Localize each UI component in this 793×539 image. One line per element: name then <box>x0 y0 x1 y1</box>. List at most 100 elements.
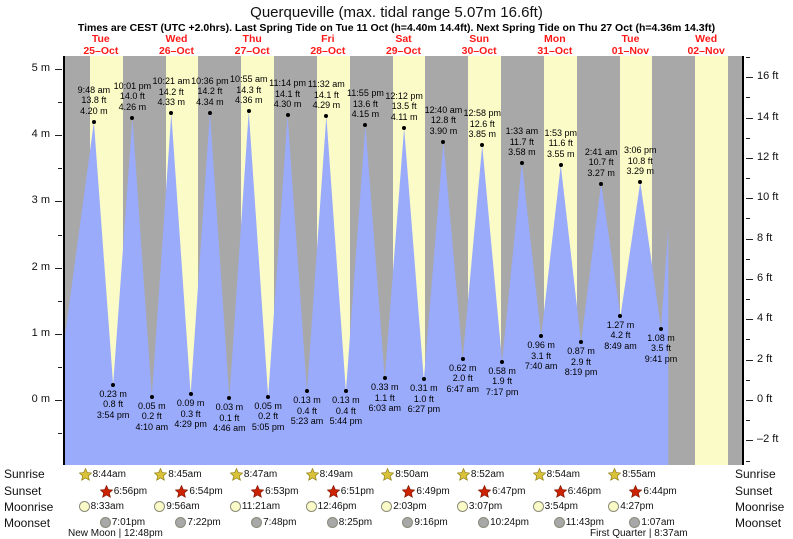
low-tide-marker-3 <box>227 396 232 400</box>
star-icon <box>629 485 643 498</box>
moonrise-time: 2:03pm <box>393 501 427 512</box>
tide-label-line-1: 1.0 ft <box>413 393 434 404</box>
low-tide-label-6: 0.13 m 0.4 ft 5:44 pm <box>315 395 377 427</box>
y-axis-tick-ft-16 <box>746 77 753 79</box>
tide-label-line-1: 12.8 ft <box>430 115 456 126</box>
moonrise-icon <box>229 501 241 512</box>
moonset-icon <box>553 517 565 528</box>
tide-label-line-1: 3.5 ft <box>651 343 672 353</box>
y-axis-minor-tick <box>746 178 750 180</box>
high-tide-label-0: 9:48 am 13.8 ft 4.20 m <box>63 85 125 117</box>
tide-label-line-0: 12:40 am <box>424 104 463 115</box>
moonrise-icon <box>456 501 468 512</box>
day-name: Thu <box>242 33 262 45</box>
day-header-7: Tue 01–Nov <box>593 33 669 57</box>
moon-phase-separator: | <box>115 528 124 539</box>
tide-label-line-1: 4.2 ft <box>610 330 631 341</box>
y-axis-label-ft-12: 12 ft <box>757 150 779 163</box>
tide-label-line-0: 0.09 m <box>176 398 205 409</box>
y-axis-tick-m-5 <box>55 69 62 70</box>
tide-label-line-0: 12:12 pm <box>385 90 423 101</box>
row-label-sunset-left: Sunset <box>4 484 42 498</box>
moon-phase-time: 8:37am <box>654 528 688 539</box>
sunset-time: 6:51pm <box>340 486 375 497</box>
tide-label-line-2: 6:27 pm <box>407 404 441 415</box>
moonrise-icon <box>78 501 90 512</box>
sunset-item-2: 6:53pm <box>251 485 298 498</box>
y-axis-minor-tick <box>746 379 750 381</box>
high-tide-label-6: 11:32 am 14.1 ft 4.29 m <box>295 79 357 111</box>
y-axis-tick-m-3 <box>55 201 62 203</box>
y-axis-label-m-1: 1 m <box>31 326 50 339</box>
tide-plot: 9:48 am 13.8 ft 4.20 m 10:01 pm 14.0 ft 4.26 … <box>63 56 744 465</box>
y-axis-tick-m-2 <box>55 267 62 269</box>
sunrise-item-2: 8:47am <box>229 468 277 481</box>
high-tide-label-11: 1:33 am 11.7 ft 3.58 m <box>491 126 553 158</box>
tide-label-line-1: 11.6 ft <box>548 138 573 149</box>
tide-label-line-0: 0.23 m <box>99 388 127 399</box>
moonset-item-2: 7:48pm <box>251 517 296 528</box>
moonrise-time: 3:07pm <box>468 501 503 512</box>
y-axis-label-ft-10: 10 ft <box>757 191 779 204</box>
tide-label-line-0: 0.33 m <box>370 382 399 393</box>
y-axis-tick-ft-2 <box>746 359 753 361</box>
moonrise-item-2: 11:21am <box>229 501 280 512</box>
high-tide-marker-10 <box>480 143 485 148</box>
star-icon <box>305 468 319 481</box>
low-tide-marker-8 <box>421 377 426 382</box>
sunset-time: 6:53pm <box>265 486 299 497</box>
tide-label-line-1: 14.0 ft <box>119 91 145 102</box>
sunset-time: 6:49pm <box>416 486 450 497</box>
day-date: 01–Nov <box>611 45 650 57</box>
tide-curve <box>63 111 669 465</box>
moonrise-item-6: 3:54pm <box>532 501 578 512</box>
moonrise-item-3: 12:46pm <box>305 501 356 512</box>
moonset-time: 7:01pm <box>111 517 146 528</box>
tide-label-line-0: 0.13 m <box>293 395 321 406</box>
day-name: Mon <box>544 33 566 45</box>
low-tide-label-14: 1.08 m 3.5 ft 9:41 pm <box>630 333 692 365</box>
tide-label-line-1: 14.1 ft <box>275 88 301 99</box>
moonset-icon <box>402 517 414 528</box>
tide-label-line-0: 0.03 m <box>215 402 244 412</box>
moonrise-icon <box>608 501 620 512</box>
y-axis-tick-ft--2 <box>746 440 753 442</box>
y-axis-minor-tick <box>746 137 750 139</box>
tide-label-line-0: 0.96 m <box>527 340 555 351</box>
sunset-item-5: 6:47pm <box>478 485 525 498</box>
sunrise-time: 8:45am <box>168 469 202 480</box>
star-icon <box>175 485 189 498</box>
sunrise-time: 8:52am <box>470 469 505 480</box>
y-axis-tick-m-4 <box>55 135 62 137</box>
high-tide-label-9: 12:40 am 12.8 ft 3.90 m <box>412 105 474 137</box>
low-tide-label-3: 0.03 m 0.1 ft 4:46 am <box>198 402 260 434</box>
y-axis-minor-tick <box>746 299 750 301</box>
star-icon <box>402 485 416 498</box>
tide-label-line-0: 12:58 pm <box>463 108 501 119</box>
low-tide-marker-13 <box>618 313 623 318</box>
y-axis-minor-tick <box>58 366 62 368</box>
moonset-time: 10:24pm <box>490 517 529 528</box>
sunset-time: 6:56pm <box>113 486 148 497</box>
tide-label-line-2: 4:29 pm <box>174 419 207 430</box>
tide-label-line-0: 1:33 am <box>505 126 539 136</box>
page-title: Querqueville (max. tidal range 5.07m 16.… <box>250 4 543 21</box>
low-tide-label-1: 0.05 m 0.2 ft 4:10 am <box>121 401 183 433</box>
y-axis-minor-tick <box>58 168 62 170</box>
y-axis-label-m-2: 2 m <box>31 260 50 273</box>
low-tide-marker-11 <box>539 334 544 339</box>
moonset-time: 8:25pm <box>338 517 373 528</box>
sunrise-time: 8:50am <box>395 469 429 480</box>
tide-label-line-2: 4.15 m <box>351 109 380 120</box>
tide-label-line-0: 11:32 am <box>307 79 345 89</box>
high-tide-marker-9 <box>441 139 446 144</box>
tide-label-line-1: 14.2 ft <box>197 86 223 97</box>
tide-label-line-2: 3:54 pm <box>96 409 130 420</box>
day-header-0: Tue 25–Oct <box>63 33 139 57</box>
moonrise-item-7: 4:27pm <box>608 501 654 512</box>
day-date: 02–Nov <box>687 45 725 57</box>
y-axis-label-m-3: 3 m <box>31 194 50 207</box>
y-axis-label-ft-16: 16 ft <box>757 70 779 83</box>
moon-phase-0: New Moon | 12:48pm <box>68 528 163 539</box>
sunset-time: 6:54pm <box>189 486 223 497</box>
